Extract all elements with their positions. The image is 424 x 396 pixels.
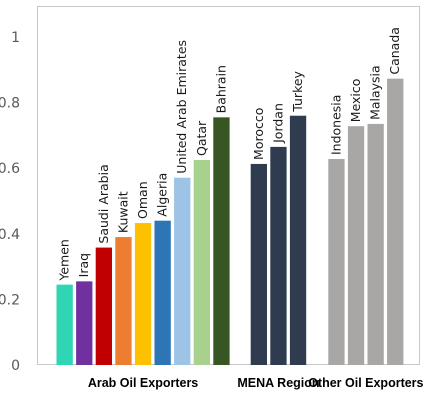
y-tick-label: 0.4 xyxy=(0,227,20,243)
bar xyxy=(174,177,191,365)
bar-label: Morocco xyxy=(251,108,266,160)
bar-label: Bahrain xyxy=(213,65,228,113)
bar xyxy=(115,237,132,365)
y-tick-label: 0.8 xyxy=(0,96,20,112)
y-tick-label: 0.6 xyxy=(0,161,20,177)
y-tick-label: 0.2 xyxy=(0,292,20,308)
bar-label: Yemen xyxy=(57,239,72,281)
bar xyxy=(367,123,384,365)
bar-label: Oman xyxy=(135,181,150,219)
bar xyxy=(193,160,210,365)
bar xyxy=(134,222,152,365)
bar xyxy=(328,159,345,365)
bar-label: Turkey xyxy=(290,70,305,112)
bar-label: Malaysia xyxy=(368,65,383,120)
bar xyxy=(387,78,404,365)
bar-label: Algeria xyxy=(155,173,170,217)
bar xyxy=(95,247,112,365)
bar-label: Jordan xyxy=(270,103,285,144)
bar-labels-layer: Yemen Iraq Saudi Arabia Kuwait Oman Algeria Un… xyxy=(57,27,403,282)
group-label: MENA Region xyxy=(237,376,319,390)
bar-label: Mexico xyxy=(348,79,363,123)
y-tick-label: 0 xyxy=(11,358,20,374)
bar-label: Indonesia xyxy=(328,95,343,155)
bar-label: United Arab Emirates xyxy=(174,40,189,174)
group-label: Arab Oil Exporters xyxy=(88,376,198,390)
bar-label: Canada xyxy=(387,27,402,75)
bar xyxy=(250,163,267,365)
y-tick-label: 1 xyxy=(11,30,20,46)
bar-label: Kuwait xyxy=(115,191,130,233)
group-label: Other Oil Exporters xyxy=(308,376,423,390)
bar xyxy=(76,281,93,365)
bar xyxy=(270,146,287,365)
bar-label: Iraq xyxy=(76,253,91,277)
bar-label: Saudi Arabia xyxy=(96,164,111,243)
bar-label: Qatar xyxy=(194,120,209,156)
bar xyxy=(154,220,171,365)
y-axis: 0 0.2 0.4 0.6 0.8 1 xyxy=(0,30,20,374)
bar xyxy=(289,115,307,365)
bars-layer xyxy=(56,78,404,365)
bar xyxy=(347,126,365,365)
bar xyxy=(56,284,73,365)
bar xyxy=(213,117,230,365)
